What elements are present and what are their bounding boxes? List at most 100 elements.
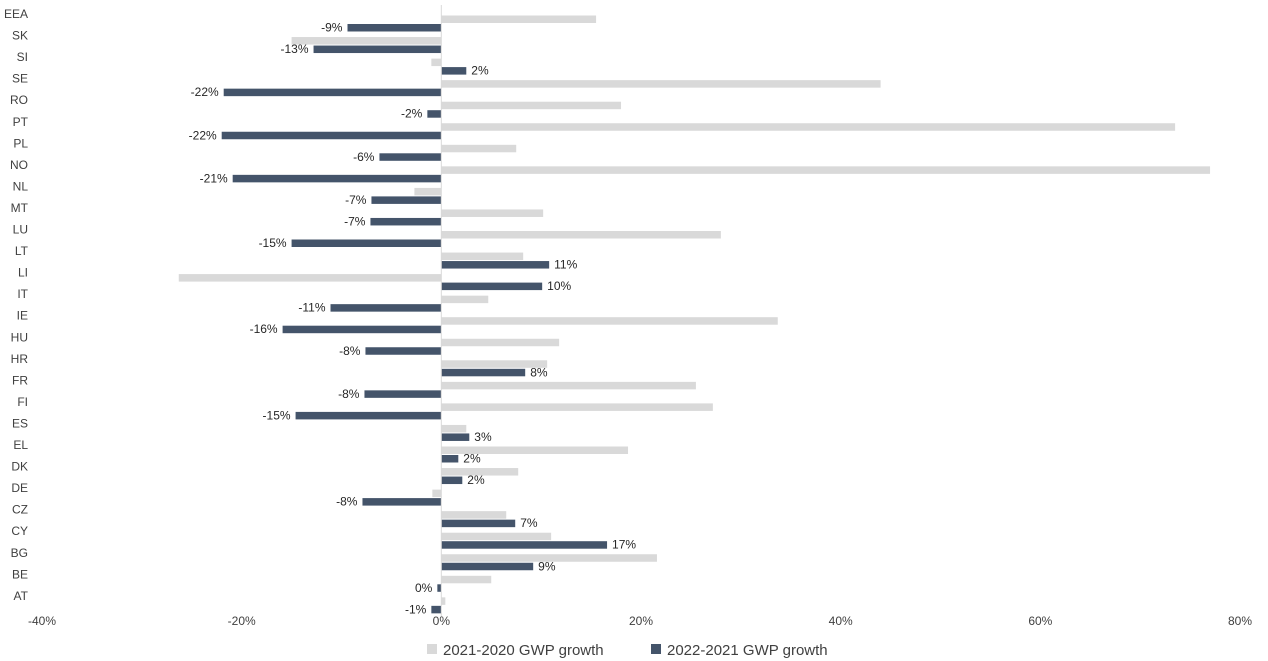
- data-label-de: -8%: [336, 495, 358, 509]
- bar-2022-2021-cy: [441, 541, 608, 549]
- category-label-sk: SK: [12, 29, 28, 43]
- bar-2022-2021-ro: [427, 110, 442, 118]
- bar-2021-2020-fr: [441, 381, 696, 390]
- category-label-ro: RO: [10, 93, 28, 107]
- bar-2022-2021-lt: [441, 261, 550, 269]
- bar-2021-2020-hu: [441, 338, 560, 347]
- bar-2021-2020-sk: [291, 37, 442, 45]
- bar-2022-2021-li: [441, 282, 543, 291]
- data-label-el: 2%: [463, 452, 481, 466]
- data-label-lu: -15%: [259, 236, 287, 250]
- category-label-be: BE: [12, 567, 28, 581]
- category-label-es: ES: [12, 416, 28, 430]
- bar-2022-2021-si: [441, 67, 467, 75]
- data-label-li: 10%: [547, 279, 571, 293]
- category-label-pl: PL: [13, 136, 28, 150]
- category-label-pt: PT: [13, 115, 29, 129]
- category-label-bg: BG: [11, 546, 28, 560]
- bar-2022-2021-hr: [441, 368, 526, 377]
- category-label-lt: LT: [15, 244, 29, 258]
- data-label-nl: -7%: [345, 193, 367, 207]
- category-label-it: IT: [17, 287, 28, 301]
- bar-2022-2021-lu: [291, 239, 442, 247]
- category-label-no: NO: [10, 158, 28, 172]
- bar-2021-2020-it: [441, 295, 489, 304]
- tick-label-neg40: -40%: [28, 614, 56, 628]
- bar-2021-2020-li: [178, 274, 442, 282]
- bar-2022-2021-hu: [365, 347, 442, 355]
- data-label-cy: 17%: [612, 538, 636, 552]
- category-label-ie: IE: [17, 309, 28, 323]
- bar-2021-2020-es: [441, 424, 467, 433]
- category-label-fi: FI: [17, 395, 28, 409]
- bar-2022-2021-nl: [371, 196, 442, 204]
- bar-2022-2021-cz: [441, 519, 516, 528]
- bar-2022-2021-pt: [221, 131, 442, 140]
- bar-2021-2020-ro: [441, 101, 622, 110]
- bar-2021-2020-se: [441, 80, 881, 88]
- bar-2022-2021-no: [232, 174, 442, 183]
- bar-2022-2021-es: [441, 433, 470, 441]
- bar-2021-2020-el: [441, 446, 629, 454]
- legend-swatch-2022-2021: [651, 644, 661, 654]
- tick-label-80: 80%: [1228, 614, 1252, 628]
- data-label-lt: 11%: [554, 258, 577, 272]
- data-label-pt: -22%: [189, 128, 217, 142]
- bar-2022-2021-bg: [441, 562, 534, 571]
- bar-2021-2020-at: [441, 597, 446, 605]
- bar-2021-2020-si: [431, 58, 442, 67]
- data-label-si: 2%: [471, 64, 489, 78]
- x-axis-tick-labels: -40% -20% 0% 20% 40% 60% 80%: [28, 614, 1252, 628]
- data-label-mt: -7%: [344, 214, 366, 228]
- tick-label-60: 60%: [1028, 614, 1052, 628]
- data-label-ro: -2%: [401, 107, 423, 121]
- legend: 2021-2020 GWP growth 2022-2021 GWP growt…: [427, 642, 828, 659]
- data-label-pl: -6%: [353, 150, 375, 164]
- bar-2022-2021-pl: [379, 153, 442, 161]
- category-label-si: SI: [17, 50, 28, 64]
- category-label-cz: CZ: [12, 503, 28, 517]
- data-label-eea: -9%: [321, 21, 343, 35]
- bar-2021-2020-eea: [441, 15, 597, 23]
- bar-2021-2020-pt: [441, 123, 1176, 131]
- bar-2022-2021-dk: [441, 476, 463, 485]
- bar-2021-2020-dk: [441, 468, 519, 476]
- bar-2022-2021-at: [431, 605, 442, 614]
- bar-2022-2021-mt: [370, 217, 442, 226]
- bar-2022-2021-it: [330, 304, 442, 312]
- bar-2021-2020-hr: [441, 360, 548, 368]
- data-label-fi: -15%: [263, 408, 291, 422]
- data-label-at: -1%: [405, 602, 427, 616]
- category-labels: EEA SK SI SE RO PT PL NO NL MT LU LT LI IT IE HU HR FR FI E…: [4, 7, 29, 603]
- bar-2022-2021-de: [362, 498, 442, 506]
- category-label-nl: NL: [13, 179, 29, 193]
- category-label-el: EL: [13, 438, 28, 452]
- bar-2021-2020-lu: [441, 231, 721, 239]
- bar-2021-2020-mt: [441, 209, 544, 217]
- category-label-hr: HR: [11, 352, 29, 366]
- bar-2021-2020-be: [441, 575, 492, 584]
- data-label-hr: 8%: [530, 365, 548, 379]
- bar-2021-2020-lt: [441, 252, 524, 261]
- data-label-cz: 7%: [520, 516, 538, 530]
- category-label-de: DE: [11, 481, 28, 495]
- data-label-se: -22%: [191, 85, 219, 99]
- bar-2022-2021-eea: [347, 24, 442, 32]
- bar-2022-2021-sk: [313, 45, 442, 54]
- bar-2021-2020-nl: [414, 187, 442, 196]
- legend-swatch-2021-2020: [427, 644, 437, 654]
- bar-2022-2021-se: [223, 88, 442, 97]
- data-label-sk: -13%: [281, 42, 309, 56]
- category-label-eea: EEA: [4, 7, 28, 21]
- category-label-fr: FR: [12, 373, 28, 387]
- category-label-hu: HU: [11, 330, 28, 344]
- bar-2021-2020-bg: [441, 554, 657, 562]
- bar-2021-2020-no: [441, 166, 1211, 174]
- bar-2021-2020-ie: [441, 317, 778, 325]
- legend-label-2022-2021: 2022-2021 GWP growth: [667, 642, 828, 659]
- data-label-be: 0%: [415, 581, 433, 595]
- category-label-at: AT: [14, 589, 29, 603]
- data-label-fr: -8%: [338, 387, 360, 401]
- data-label-es: 3%: [474, 430, 492, 444]
